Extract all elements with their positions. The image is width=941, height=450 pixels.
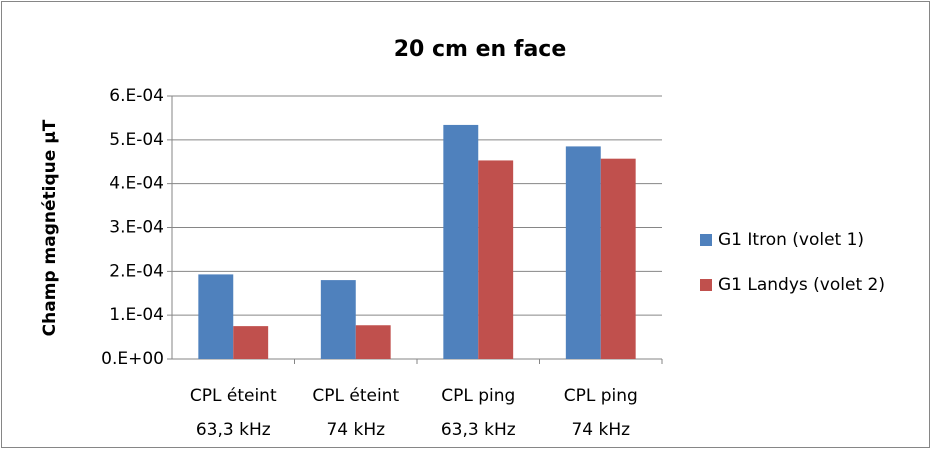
bar (233, 326, 269, 359)
y-tick-label: 6.E-04 (109, 86, 164, 106)
y-tick-label: 3.E-04 (109, 218, 164, 238)
x-tick-label: 74 kHz (326, 420, 385, 440)
x-tick-label: 63,3 kHz (441, 420, 516, 440)
y-tick-label: 4.E-04 (109, 174, 164, 194)
bar (355, 325, 391, 359)
y-axis-label: Champ magnétique µT (40, 119, 60, 336)
x-tick-label: 63,3 kHz (196, 420, 271, 440)
y-tick-label: 2.E-04 (109, 261, 164, 281)
bar (198, 274, 234, 359)
legend-label: G1 Landys (volet 2) (718, 275, 885, 295)
bar (443, 124, 479, 360)
bar (565, 146, 601, 359)
y-tick-label: 0.E+00 (101, 349, 164, 369)
chart-title: 20 cm en face (394, 37, 567, 62)
y-tick-label: 5.E-04 (109, 130, 164, 150)
legend-swatch (700, 234, 712, 246)
legend-swatch (700, 279, 712, 291)
x-tick-label: CPL éteint (190, 386, 277, 406)
bar (600, 158, 636, 359)
bar (320, 280, 356, 359)
y-tick-label: 1.E-04 (109, 305, 164, 325)
x-tick-label: CPL ping (564, 386, 638, 406)
x-tick-label: CPL éteint (312, 386, 399, 406)
bar (478, 160, 514, 359)
x-tick-label: 74 kHz (571, 420, 630, 440)
legend-label: G1 Itron (volet 1) (718, 230, 864, 250)
x-tick-label: CPL ping (441, 386, 515, 406)
